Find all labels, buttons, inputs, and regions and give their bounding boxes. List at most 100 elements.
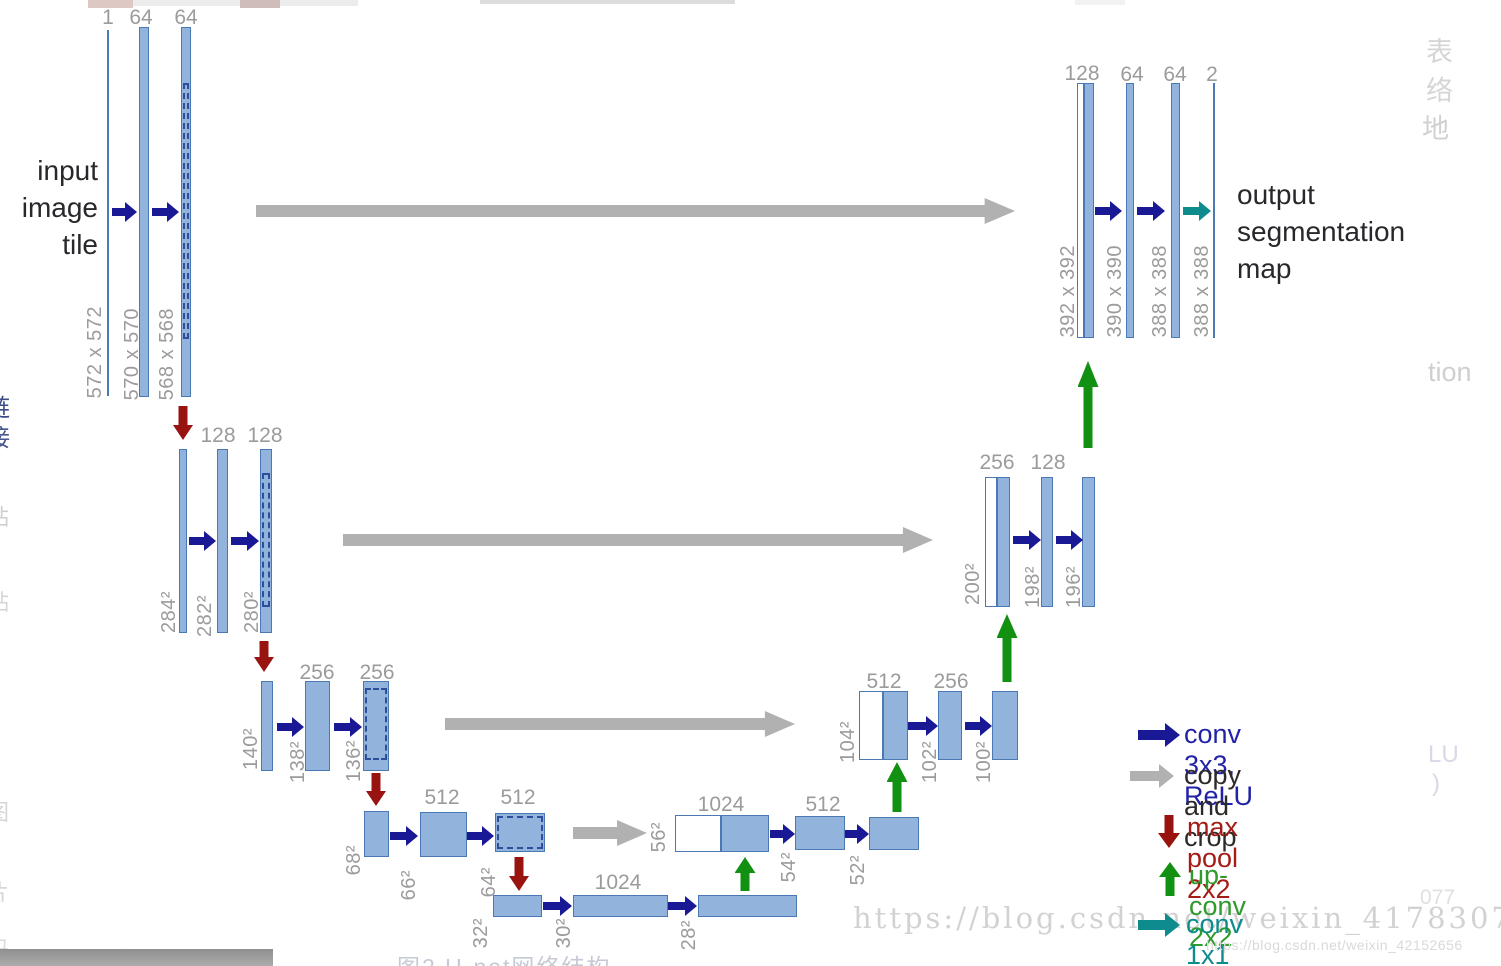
feature-map bbox=[698, 895, 797, 917]
up-conv-arrow bbox=[1077, 361, 1099, 448]
crop-outline bbox=[183, 83, 189, 339]
max-pool-arrow bbox=[366, 773, 386, 806]
tensor-size-label: 282² bbox=[194, 594, 216, 637]
feature-map bbox=[420, 812, 467, 857]
conv3x3-arrow bbox=[112, 202, 137, 222]
watermark-csdn-small: https://blog.csdn.net/weixin_42152656 bbox=[1206, 937, 1463, 953]
conv3x3-arrow bbox=[277, 717, 304, 737]
conv3x3-arrow bbox=[1095, 201, 1122, 221]
feature-map bbox=[1171, 83, 1180, 338]
conv1x1-arrow bbox=[1183, 201, 1211, 221]
channel-count-label: 512 bbox=[500, 786, 536, 809]
tensor-size-label: 64² bbox=[478, 866, 500, 897]
feature-map bbox=[1084, 83, 1094, 338]
tensor-size-label: 66² bbox=[398, 869, 420, 900]
conv3x3-arrow bbox=[668, 896, 697, 916]
copied-feature-map bbox=[675, 815, 721, 852]
legend-label: copy and crop bbox=[1184, 760, 1242, 852]
channel-count-label: 64 bbox=[174, 6, 198, 29]
tensor-size-label: 104² bbox=[837, 720, 859, 763]
feature-map bbox=[1126, 83, 1134, 338]
feature-map bbox=[139, 27, 149, 397]
tensor-size-label: 100² bbox=[973, 740, 995, 783]
max-pool-arrow bbox=[509, 857, 529, 891]
tensor-size-label: 280² bbox=[241, 590, 263, 633]
bottom-left-gray-bar bbox=[0, 949, 273, 966]
right-edge-watermark-fragment: 077 bbox=[1420, 886, 1456, 909]
feature-map bbox=[573, 895, 668, 917]
channel-count-label: 64 bbox=[129, 6, 153, 29]
feature-map bbox=[992, 691, 1018, 760]
tensor-size-label: 198² bbox=[1022, 565, 1044, 608]
feature-map bbox=[364, 811, 389, 857]
feature-map bbox=[305, 681, 330, 771]
tensor-size-label: 390 x 390 bbox=[1104, 244, 1126, 337]
crop-outline bbox=[262, 473, 270, 607]
feature-map bbox=[495, 813, 545, 852]
feature-map bbox=[1041, 477, 1053, 607]
conv3x3-arrow bbox=[908, 716, 938, 736]
feature-map-line bbox=[1213, 83, 1215, 338]
copy-crop-arrow bbox=[445, 711, 795, 737]
channel-count-label: 256 bbox=[933, 670, 969, 693]
conv3x3-arrow bbox=[845, 824, 869, 844]
conv3x3-arrow bbox=[231, 531, 259, 551]
left-edge-watermark-fragment: 贴 bbox=[0, 585, 9, 617]
conv3x3-arrow bbox=[189, 531, 216, 551]
channel-count-label: 128 bbox=[247, 424, 283, 447]
feature-map bbox=[217, 449, 228, 633]
legend-arrow-icon bbox=[1130, 764, 1174, 788]
tensor-size-label: 68² bbox=[343, 844, 365, 875]
copied-feature-map bbox=[985, 477, 997, 607]
feature-map bbox=[493, 895, 542, 917]
up-conv-arrow bbox=[996, 614, 1018, 682]
right-edge-watermark-fragment: LU bbox=[1428, 741, 1459, 768]
right-edge-watermark-fragment: tion bbox=[1428, 357, 1472, 387]
left-edge-watermark-fragment: 链 bbox=[0, 388, 10, 423]
channel-count-label: 128 bbox=[1064, 62, 1100, 85]
left-edge-watermark-fragment: 图 bbox=[0, 795, 9, 827]
top-edge-remnant bbox=[1075, 0, 1125, 5]
feature-map bbox=[795, 816, 845, 850]
tensor-size-label: 284² bbox=[158, 590, 180, 633]
input-image-tile-label: input image tile bbox=[21, 155, 98, 260]
feature-map bbox=[721, 815, 769, 852]
legend-label: max pool 2x2 bbox=[1187, 812, 1239, 904]
right-edge-watermark-fragment: ) bbox=[1432, 770, 1440, 797]
conv3x3-arrow bbox=[1056, 530, 1083, 550]
crop-outline bbox=[365, 688, 387, 760]
up-conv-arrow bbox=[734, 857, 756, 891]
tensor-size-label: 136² bbox=[343, 739, 365, 782]
tensor-size-label: 568 x 568 bbox=[156, 307, 178, 400]
tensor-size-label: 102² bbox=[919, 740, 941, 783]
copied-feature-map bbox=[1077, 83, 1084, 338]
max-pool-arrow bbox=[173, 406, 193, 440]
conv3x3-arrow bbox=[1137, 201, 1165, 221]
feature-map bbox=[883, 691, 908, 760]
conv3x3-arrow bbox=[152, 202, 179, 222]
channel-count-label: 128 bbox=[1030, 451, 1066, 474]
tensor-size-label: 196² bbox=[1063, 565, 1085, 608]
top-edge-remnant bbox=[480, 0, 735, 4]
legend-label: conv 1x1 bbox=[1186, 909, 1244, 966]
copied-feature-map bbox=[859, 691, 883, 760]
channel-count-label: 64 bbox=[1163, 63, 1187, 86]
channel-count-label: 1024 bbox=[697, 793, 745, 816]
channel-count-label: 1024 bbox=[594, 871, 642, 894]
max-pool-arrow bbox=[254, 641, 274, 672]
conv3x3-arrow bbox=[390, 826, 418, 846]
tensor-size-label: 200² bbox=[962, 562, 984, 605]
channel-count-label: 256 bbox=[299, 661, 335, 684]
right-edge-watermark-fragment: 地 bbox=[1422, 114, 1449, 144]
tensor-size-label: 54² bbox=[778, 851, 800, 882]
copy-crop-arrow bbox=[343, 527, 933, 553]
legend-label: up-conv 2x2 bbox=[1189, 860, 1247, 952]
feature-map bbox=[363, 681, 389, 771]
feature-map bbox=[869, 817, 919, 850]
channel-count-label: 1 bbox=[102, 6, 114, 29]
left-edge-watermark-fragment: 粘 bbox=[0, 500, 9, 532]
tensor-size-label: 388 x 388 bbox=[1149, 244, 1171, 337]
legend-label: conv 3x3, ReLU bbox=[1184, 719, 1254, 811]
